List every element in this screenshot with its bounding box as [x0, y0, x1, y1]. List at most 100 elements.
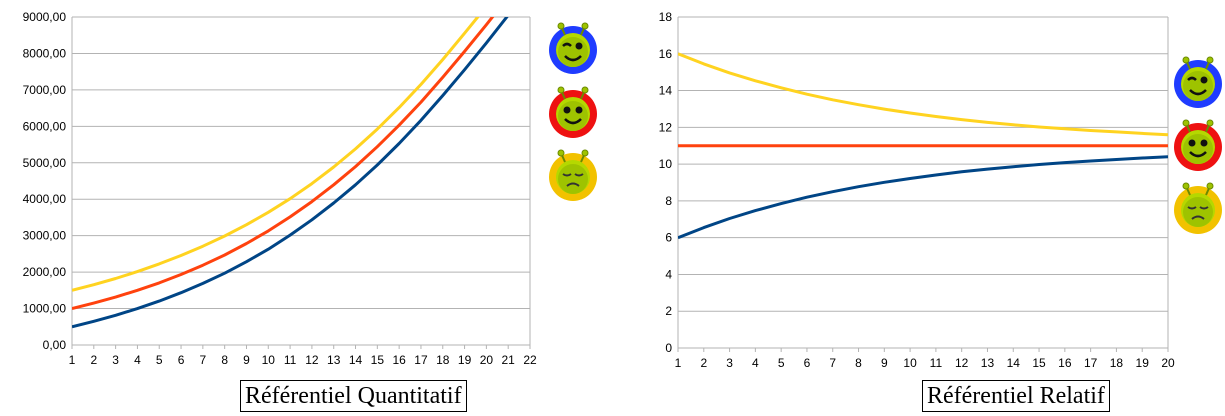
- x-tick-label: 15: [371, 353, 385, 367]
- mouth-smile: [1189, 151, 1207, 158]
- x-tick-label: 9: [881, 356, 888, 370]
- antenna-tip-left: [557, 22, 565, 30]
- x-tick-label: 4: [752, 356, 759, 370]
- x-tick-label: 20: [1161, 356, 1175, 370]
- x-tick-label: 18: [436, 353, 450, 367]
- antenna-tip-left: [557, 149, 565, 157]
- x-tick-label: 7: [829, 356, 836, 370]
- y-tick-label: 18: [659, 10, 673, 24]
- antenna-tip-left: [557, 86, 565, 94]
- caption-relatif: Référentiel Relatif: [922, 380, 1110, 412]
- y-tick-label: 12: [659, 120, 673, 134]
- x-tick-label: 8: [221, 353, 228, 367]
- eye-sad-right: [1199, 206, 1209, 210]
- alien-face-shade: [1183, 134, 1213, 164]
- x-tick-label: 13: [327, 353, 341, 367]
- y-tick-label: 2000,00: [23, 265, 67, 279]
- eye-open: [575, 42, 583, 50]
- chart-quantitatif: 0,00 1000,00 2000,00 3000,00 4000,00 5000,00 6…: [23, 10, 597, 367]
- sad-alien-yellow-icon: [549, 149, 597, 201]
- x-tick-label: 6: [804, 356, 811, 370]
- antenna-tip-right: [1206, 182, 1214, 190]
- x-tick-label: 10: [262, 353, 276, 367]
- antenna-tip-right: [581, 149, 589, 157]
- x-tick-label: 12: [305, 353, 319, 367]
- x-tick-label: 8: [855, 356, 862, 370]
- y-tick-label: 2: [665, 304, 672, 318]
- eye-right: [575, 106, 583, 114]
- x-tick-label: 22: [523, 353, 537, 367]
- y-tick-label: 5000,00: [23, 156, 67, 170]
- series-line-2: [72, 17, 509, 329]
- x-tick-label: 15: [1032, 356, 1046, 370]
- y-tick-label: 4000,00: [23, 192, 67, 206]
- y-tick-label: 4: [665, 267, 672, 281]
- antenna-tip-right: [1206, 119, 1214, 127]
- x-tick-label: 14: [349, 353, 363, 367]
- mouth-frown: [566, 182, 580, 187]
- x-tick-label: 19: [1136, 356, 1150, 370]
- x-tick-label: 11: [284, 353, 297, 367]
- series-line-2: [678, 155, 1168, 240]
- eye-left: [563, 106, 571, 114]
- eye-closed: [562, 42, 572, 47]
- series-line-0: [678, 52, 1168, 137]
- x-tick-label: 5: [156, 353, 163, 367]
- antenna-tip-right: [581, 86, 589, 94]
- antenna-tip-left: [1182, 56, 1190, 64]
- alien-face-shade: [1183, 71, 1213, 101]
- antenna-tip-left: [1182, 182, 1190, 190]
- series-line-1: [72, 17, 495, 311]
- x-tick-label: 17: [1084, 356, 1098, 370]
- mouth-smile: [1189, 89, 1207, 96]
- x-tick-label: 16: [1058, 356, 1072, 370]
- eye-closed: [1187, 76, 1197, 81]
- winking-alien-blue-icon: [549, 22, 597, 74]
- x-tick-label: 6: [178, 353, 185, 367]
- eye-open: [1200, 76, 1208, 84]
- alien-face-shade: [558, 164, 588, 194]
- x-tick-label: 2: [700, 356, 707, 370]
- x-tick-label: 16: [392, 353, 406, 367]
- x-tick-label: 5: [778, 356, 785, 370]
- x-tick-label: 17: [414, 353, 428, 367]
- y-tick-label: 6000,00: [23, 119, 67, 133]
- x-tick-label: 1: [675, 356, 682, 370]
- series-group: [678, 52, 1168, 240]
- eye-right: [1200, 139, 1208, 147]
- x-tick-label: 21: [502, 353, 516, 367]
- smiling-alien-red-icon: [549, 86, 597, 138]
- mouth-smile: [564, 118, 582, 125]
- y-tick-label: 0: [665, 341, 672, 355]
- eye-sad-left: [1187, 206, 1197, 210]
- x-tick-label: 1: [69, 353, 76, 367]
- x-tick-label: 20: [480, 353, 494, 367]
- series-line-0: [72, 17, 480, 292]
- mouth-smile: [564, 55, 582, 62]
- eye-left: [1188, 139, 1196, 147]
- x-tick-label: 7: [200, 353, 207, 367]
- x-tick-label: 2: [90, 353, 97, 367]
- x-tick-label: 4: [134, 353, 141, 367]
- x-tick-label: 11: [930, 356, 943, 370]
- mouth-frown: [1191, 215, 1205, 220]
- y-tick-label: 3000,00: [23, 229, 67, 243]
- alien-face-shade: [1183, 197, 1213, 227]
- antenna-tip-right: [1206, 56, 1214, 64]
- x-tick-label: 9: [243, 353, 250, 367]
- x-tick-label: 12: [955, 356, 969, 370]
- y-tick-label: 7000,00: [23, 83, 67, 97]
- antenna-tip-right: [581, 22, 589, 30]
- x-tick-label: 10: [903, 356, 917, 370]
- y-tick-label: 9000,00: [23, 10, 67, 24]
- antenna-tip-left: [1182, 119, 1190, 127]
- x-tick-label: 18: [1110, 356, 1124, 370]
- x-tick-label: 3: [112, 353, 119, 367]
- y-tick-label: 10: [659, 157, 673, 171]
- alien-face-shade: [558, 101, 588, 131]
- winking-alien-blue-icon: [1174, 56, 1222, 108]
- y-tick-label: 16: [659, 47, 673, 61]
- y-tick-label: 14: [659, 84, 673, 98]
